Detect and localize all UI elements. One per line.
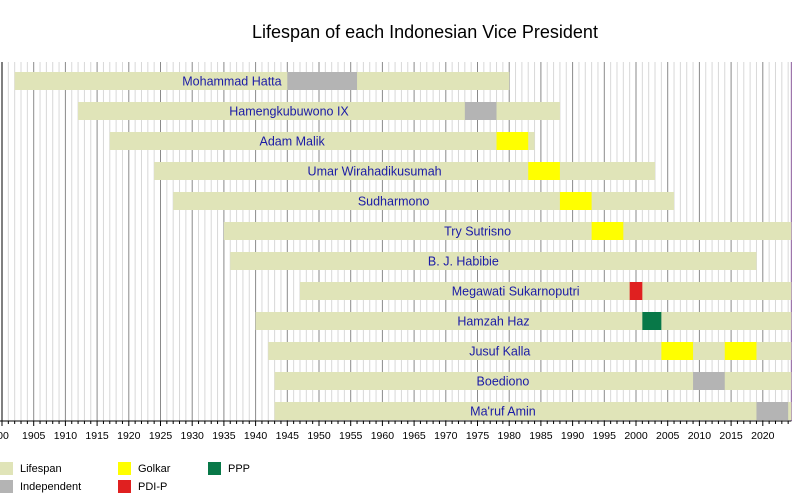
- x-tick-label: 1975: [466, 430, 490, 442]
- vp-name-label: Sudharmono: [358, 195, 430, 209]
- chart-title: Lifespan of each Indonesian Vice Preside…: [252, 22, 598, 42]
- term-bar-golkar: [528, 162, 560, 180]
- x-tick-label: 2015: [719, 430, 743, 442]
- lifespan-bar: [230, 252, 757, 270]
- term-bar-independent: [464, 102, 497, 120]
- x-tick-label: 1945: [276, 430, 300, 442]
- lifespan-bar: [268, 342, 792, 360]
- legend-label: PPP: [228, 462, 251, 475]
- legend-label: Independent: [20, 480, 82, 493]
- vp-name-label: Jusuf Kalla: [469, 345, 530, 359]
- x-tick-label: 1995: [593, 430, 617, 442]
- x-tick-label: 1955: [339, 430, 363, 442]
- term-bar-golkar: [661, 342, 694, 360]
- legend-swatch: [118, 480, 131, 493]
- lifespan-bar: [299, 282, 792, 300]
- vp-name-label: Hamzah Haz: [457, 315, 529, 329]
- legend-item-independent: Independent: [0, 480, 81, 493]
- legend-swatch: [0, 480, 13, 493]
- term-bar-golkar: [496, 132, 529, 150]
- legend-label: Golkar: [138, 462, 171, 475]
- x-tick-label: 1990: [561, 430, 585, 442]
- term-bar-ppp: [642, 312, 662, 330]
- x-tick-label: 1965: [402, 430, 426, 442]
- lifespan-bar: [78, 102, 560, 120]
- legend-swatch: [118, 462, 131, 475]
- vp-name-label: Try Sutrisno: [444, 225, 511, 239]
- legend-item-pdi-p: PDI-P: [118, 480, 167, 493]
- lifespan-bar: [223, 222, 792, 240]
- legend-item-lifespan: Lifespan: [0, 462, 62, 475]
- x-tick-label: 2010: [688, 430, 712, 442]
- term-bar-golkar: [559, 192, 592, 210]
- x-tick-label: 1960: [371, 430, 395, 442]
- lifespan-bar: [173, 192, 675, 210]
- x-tick-label: 1940: [244, 430, 268, 442]
- x-tick-label: 1905: [22, 430, 46, 442]
- lifespan-bar: [274, 402, 792, 420]
- x-tick-label: 2000: [624, 430, 648, 442]
- x-tick-label: 1910: [54, 430, 78, 442]
- vp-name-label: Umar Wirahadikusumah: [308, 165, 442, 179]
- term-bar-independent: [287, 72, 358, 90]
- term-bar-independent: [756, 402, 789, 420]
- vp-name-label: Mohammad Hatta: [182, 75, 281, 89]
- x-tick-label: 1970: [434, 430, 458, 442]
- term-bar-golkar: [724, 342, 757, 360]
- x-tick-label: 00: [0, 430, 9, 442]
- legend-item-ppp: PPP: [208, 462, 250, 475]
- legend-item-golkar: Golkar: [118, 462, 170, 475]
- legend-swatch: [0, 462, 13, 475]
- legend-swatch: [208, 462, 221, 475]
- x-tick-label: 1980: [498, 430, 522, 442]
- vp-name-label: Megawati Sukarnoputri: [452, 285, 580, 299]
- x-tick-label: 1985: [529, 430, 553, 442]
- x-tick-label: 1930: [181, 430, 205, 442]
- term-bar-independent: [693, 372, 725, 390]
- vp-name-label: Hamengkubuwono IX: [229, 105, 349, 119]
- term-bar-pdi-p: [629, 282, 643, 300]
- x-tick-label: 1920: [117, 430, 141, 442]
- legend-label: Lifespan: [20, 462, 62, 475]
- lifespan-bar: [109, 132, 535, 150]
- vp-name-label: Boediono: [477, 375, 530, 389]
- x-tick-label: 2005: [656, 430, 680, 442]
- vp-name-label: B. J. Habibie: [428, 255, 499, 269]
- x-tick-label: 1935: [212, 430, 236, 442]
- vp-name-label: Ma'ruf Amin: [470, 405, 536, 419]
- x-tick-label: 1915: [85, 430, 109, 442]
- term-bar-golkar: [591, 222, 624, 240]
- x-tick-label: 2020: [751, 430, 775, 442]
- x-tick-label: 1950: [307, 430, 331, 442]
- vp-name-label: Adam Malik: [260, 135, 326, 149]
- lifespan-bar: [14, 72, 510, 90]
- x-tick-label: 1925: [149, 430, 173, 442]
- lifespan-bar: [274, 372, 792, 390]
- legend-label: PDI-P: [138, 480, 168, 493]
